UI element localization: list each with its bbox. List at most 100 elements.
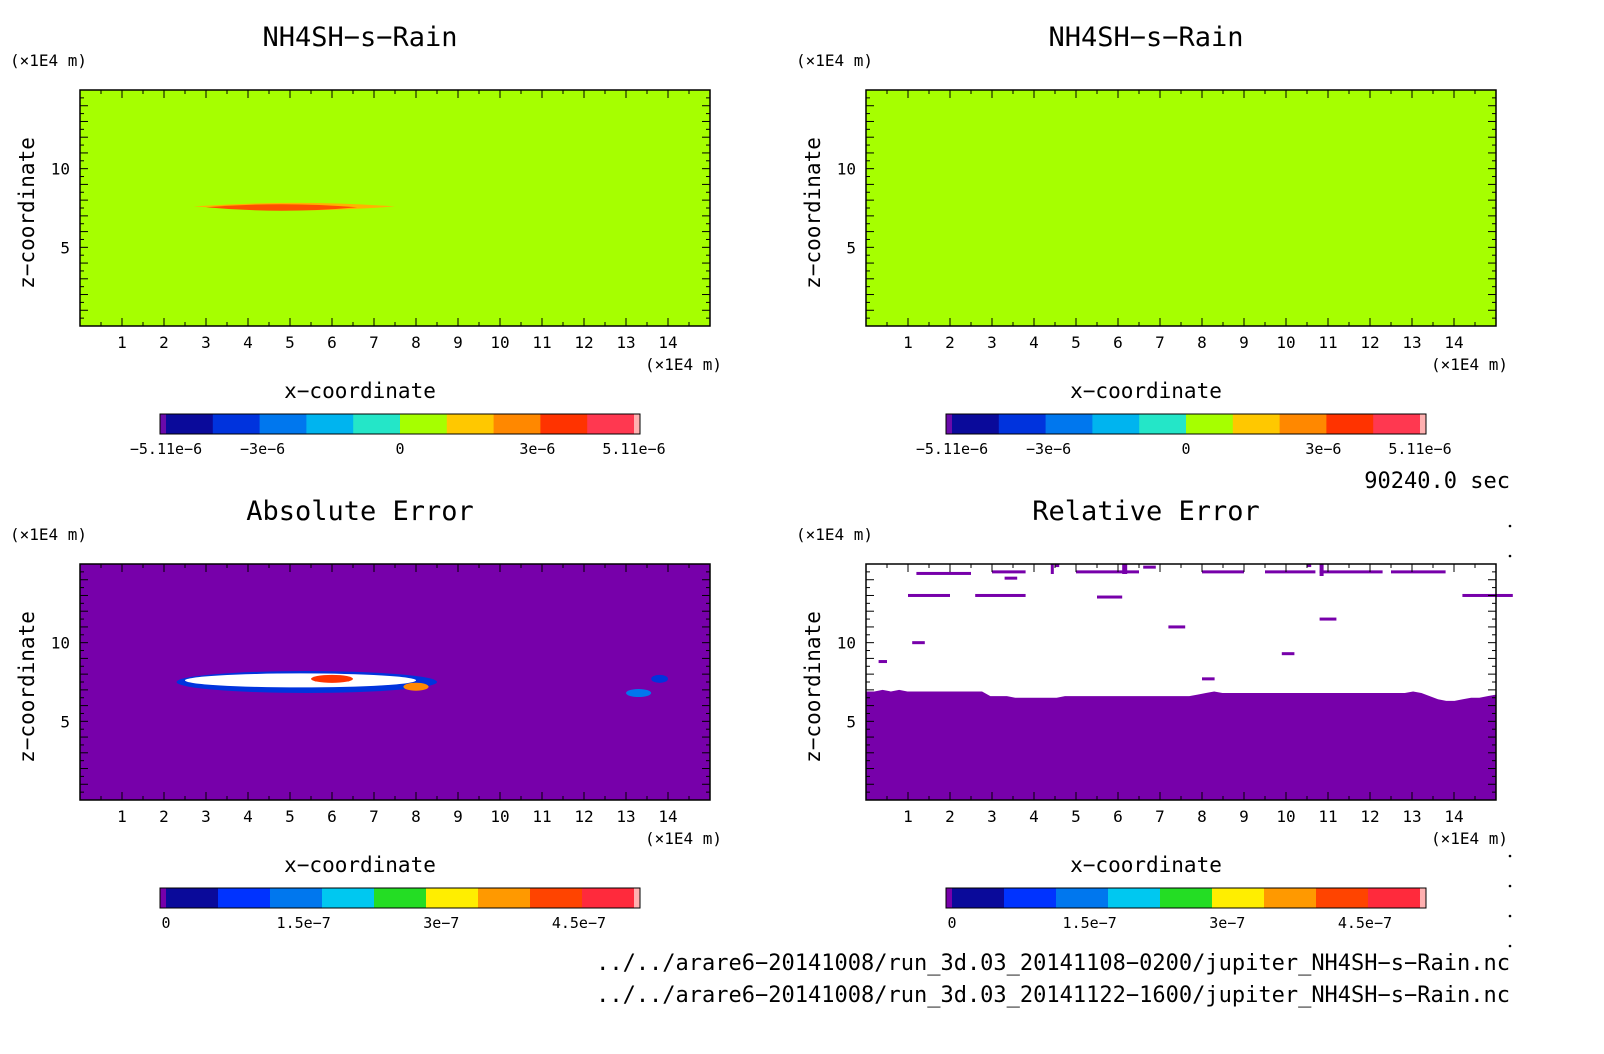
- colorbar-segment: [952, 888, 1005, 908]
- colorbar-segment: [1004, 888, 1057, 908]
- x-tick-label: 12: [1360, 333, 1379, 352]
- colorbar-frame: [945, 887, 1427, 909]
- colorbar-segment: [1420, 888, 1426, 908]
- x-tick-label: 10: [490, 333, 509, 352]
- y-axis-label: z−coordinate: [15, 137, 39, 289]
- x-tick-label: 10: [490, 807, 509, 826]
- x-tick-label: 8: [1197, 807, 1207, 826]
- contour-region: [206, 204, 358, 211]
- panel-title: NH4SH−s−Rain: [262, 22, 457, 53]
- x-tick-label: 6: [1113, 807, 1123, 826]
- panel-4: [865, 563, 1513, 909]
- x-tick-label: 7: [369, 333, 379, 352]
- contour-fragment: [916, 571, 971, 575]
- x-tick-label: 3: [201, 807, 211, 826]
- colorbar-segment: [946, 414, 952, 434]
- contour-fragment: [1281, 652, 1295, 656]
- colorbar-tick-label: 0: [161, 914, 170, 932]
- colorbar-tick-label: −5.11e−6: [916, 440, 988, 458]
- colorbar-segment: [160, 414, 166, 434]
- colorbar-segment: [1264, 888, 1317, 908]
- colorbar-segment: [218, 888, 271, 908]
- colorbar-segment: [634, 888, 640, 908]
- x-axis-label: x−coordinate: [1070, 853, 1222, 877]
- x-axis-label: x−coordinate: [284, 853, 436, 877]
- x-tick-label: 12: [574, 807, 593, 826]
- colorbar-segment: [478, 888, 531, 908]
- x-tick-label: 3: [201, 333, 211, 352]
- colorbar-segment: [587, 414, 635, 434]
- colorbar-tick-label: 3e−7: [1209, 914, 1245, 932]
- colorbar-tick-label: −3e−6: [1026, 440, 1071, 458]
- contour-fragment: [1462, 593, 1513, 597]
- x-tick-label: 2: [945, 333, 955, 352]
- colorbar-segment: [446, 414, 495, 434]
- contour-fragment: [1202, 677, 1215, 681]
- colorbar-segment: [1420, 414, 1426, 434]
- colorbar-segment: [1160, 888, 1213, 908]
- edge-dot-marker: [1508, 884, 1512, 888]
- colorbar-tick-label: 5.11e−6: [602, 440, 665, 458]
- edge-dot-marker: [1508, 914, 1512, 918]
- time-label: 90240.0 sec: [1364, 469, 1510, 494]
- x-tick-label: 14: [658, 333, 677, 352]
- edge-dot-marker: [1508, 854, 1512, 858]
- colorbar-segment: [1326, 414, 1374, 434]
- x-tick-label: 1: [903, 333, 913, 352]
- colorbar-segment: [270, 888, 323, 908]
- y-tick-label: 5: [846, 712, 856, 731]
- plot-area: [866, 90, 1496, 326]
- colorbar-tick-label: 0: [947, 914, 956, 932]
- contour-fragment: [1307, 564, 1312, 568]
- colorbar-segment: [952, 414, 1000, 434]
- y-tick-label: 10: [837, 634, 856, 653]
- x-tick-label: 7: [369, 807, 379, 826]
- contour-fragment: [878, 660, 887, 664]
- colorbar-segment: [998, 414, 1047, 434]
- colorbar-tick-label: −5.11e−6: [130, 440, 202, 458]
- colorbar-segment: [306, 414, 354, 434]
- x-tick-label: 8: [411, 807, 421, 826]
- x-tick-label: 12: [1360, 807, 1379, 826]
- colorbar-segment: [1139, 414, 1187, 434]
- colorbar-segment: [946, 888, 952, 908]
- x-tick-label: 6: [1113, 333, 1123, 352]
- x-tick-label: 7: [1155, 333, 1165, 352]
- x-axis-label: x−coordinate: [284, 379, 436, 403]
- x-tick-label: 12: [574, 333, 593, 352]
- panel-1: [79, 89, 711, 435]
- x-tick-label: 8: [1197, 333, 1207, 352]
- panel-title: NH4SH−s−Rain: [1048, 22, 1243, 53]
- x-tick-label: 2: [159, 807, 169, 826]
- y-unit-label: (×1E4 m): [796, 525, 873, 544]
- x-tick-label: 5: [1071, 333, 1081, 352]
- x-tick-label: 5: [285, 333, 295, 352]
- colorbar-tick-label: 5.11e−6: [1388, 440, 1451, 458]
- panel-3: [79, 563, 711, 909]
- colorbar-segment: [259, 414, 307, 434]
- colorbar-tick-label: 3e−6: [519, 440, 555, 458]
- contour-fragment: [908, 593, 950, 597]
- y-unit-label: (×1E4 m): [10, 525, 87, 544]
- colorbar-tick-label: 1.5e−7: [277, 914, 331, 932]
- contour-region: [626, 689, 652, 698]
- y-tick-label: 10: [51, 160, 70, 179]
- x-tick-label: 14: [658, 807, 677, 826]
- colorbar-segment: [530, 888, 583, 908]
- colorbar-tick-label: 0: [1181, 440, 1190, 458]
- contour-fragment: [1097, 595, 1123, 599]
- y-tick-label: 5: [60, 238, 70, 257]
- y-unit-label: (×1E4 m): [796, 51, 873, 70]
- edge-dot-marker: [1508, 944, 1512, 948]
- colorbar-tick-label: 1.5e−7: [1063, 914, 1117, 932]
- x-tick-label: 14: [1444, 807, 1463, 826]
- y-tick-label: 5: [846, 238, 856, 257]
- x-tick-label: 4: [1029, 333, 1039, 352]
- colorbar-segment: [582, 888, 635, 908]
- x-unit-label: (×1E4 m): [645, 355, 722, 374]
- contour-region: [185, 673, 416, 688]
- contour-fragment: [1055, 564, 1060, 568]
- colorbar-tick-label: 3e−7: [423, 914, 459, 932]
- x-tick-label: 1: [117, 333, 127, 352]
- colorbar-segment: [353, 414, 401, 434]
